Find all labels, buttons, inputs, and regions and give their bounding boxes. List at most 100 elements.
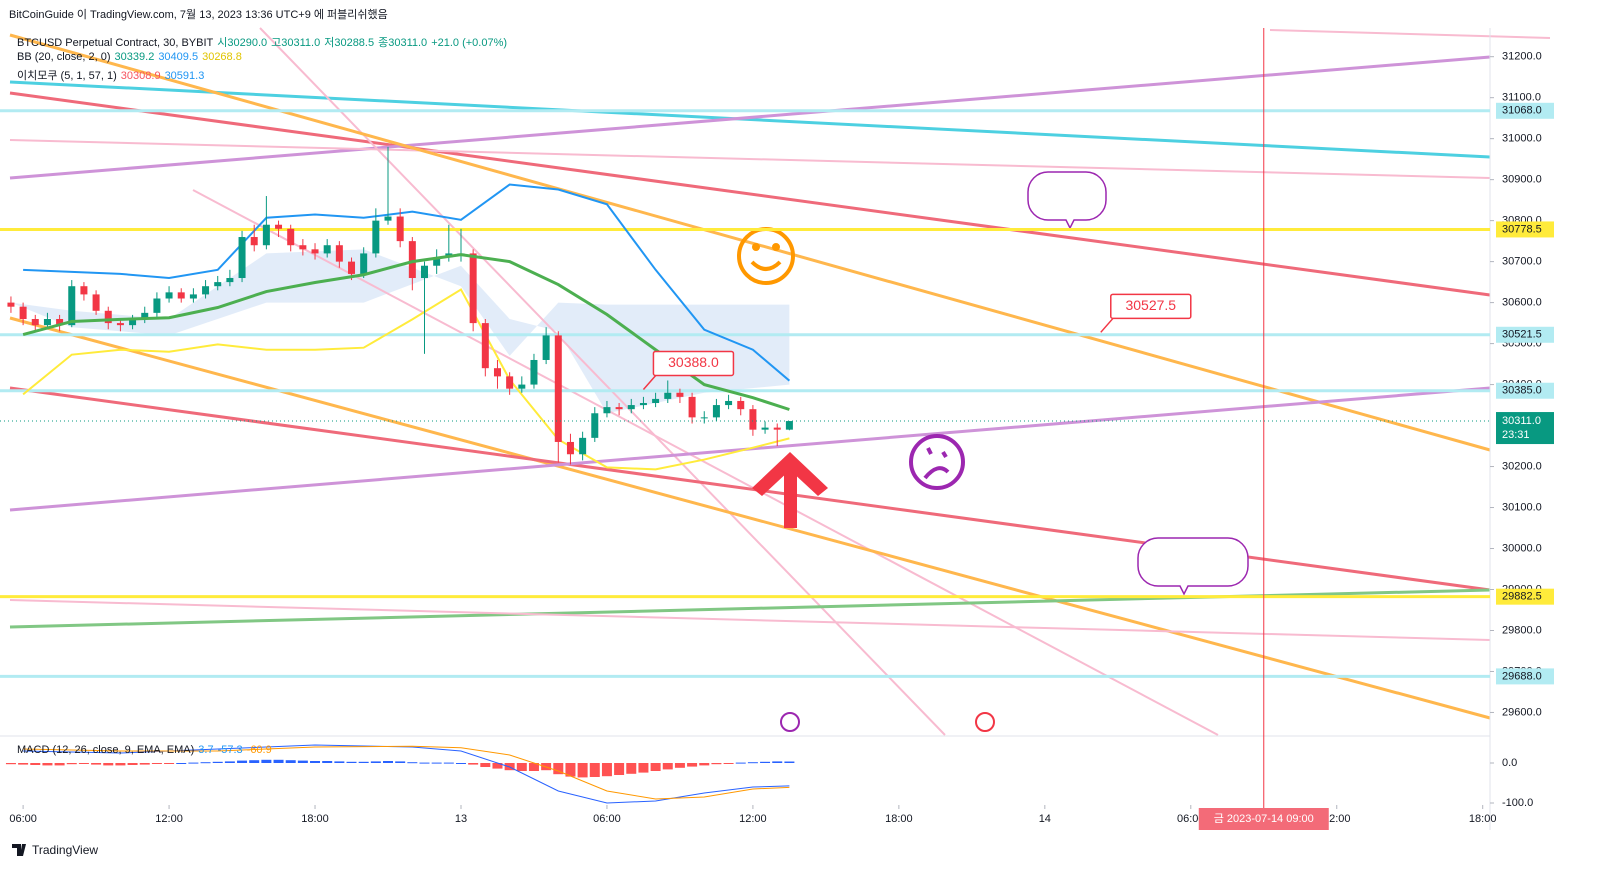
- macd-histogram-bar: [760, 761, 771, 763]
- candle-body: [238, 237, 246, 279]
- candle-body: [31, 318, 39, 326]
- trend-line: [9, 316, 1491, 720]
- macd-histogram-bar: [589, 763, 600, 777]
- candle-body: [80, 286, 88, 295]
- ohlc: 저30288.5: [324, 37, 375, 49]
- price-tag-label: 30521.5: [1502, 329, 1542, 341]
- candle-body: [56, 318, 64, 326]
- macd-histogram-bar: [553, 763, 564, 775]
- ohlc: 고30311.0: [271, 37, 321, 49]
- candle-body: [749, 409, 757, 430]
- macd-histogram-bar: [5, 763, 16, 765]
- candle-body: [615, 407, 623, 410]
- eye: [772, 243, 780, 251]
- callout-box: [1137, 537, 1249, 596]
- macd-histogram-bar: [687, 763, 698, 767]
- ichimoku-value: 30591.3: [164, 70, 205, 82]
- price-tag: [1496, 668, 1554, 685]
- candle-body: [542, 335, 550, 360]
- price-note-box: [1110, 293, 1192, 320]
- bb-value: 30339.2: [114, 51, 155, 63]
- trend-line: [9, 55, 1491, 180]
- x-tick-label: 06:00: [1177, 813, 1205, 825]
- x-tick-label: 06:00: [593, 813, 621, 825]
- x-tick-label: 12:00: [739, 813, 767, 825]
- price-tag: [1496, 326, 1554, 343]
- event-icon[interactable]: [780, 712, 800, 732]
- trend-line: [1269, 29, 1551, 39]
- macd-histogram-bar: [492, 763, 503, 769]
- x-tick-label: 13: [455, 813, 467, 825]
- candle-body: [785, 421, 793, 430]
- arrow-shaft: [784, 470, 797, 528]
- macd-signal: [23, 745, 790, 800]
- macd-histogram-bar: [735, 762, 746, 764]
- y-tick-label: 29800.0: [1502, 624, 1542, 636]
- macd-histogram-bar: [455, 763, 466, 764]
- candle-body: [68, 286, 76, 326]
- footer: TradingView: [32, 843, 99, 857]
- sad-face-circle: [909, 434, 965, 490]
- crosshair-label-bg: [1198, 808, 1329, 830]
- macd-histogram-bar: [297, 760, 308, 763]
- change: +21.0 (+0.07%): [431, 37, 508, 49]
- candle-body: [153, 298, 161, 313]
- candle-body: [408, 241, 416, 279]
- candle-body: [226, 278, 234, 283]
- candle-body: [761, 427, 769, 430]
- trend-line: [9, 80, 1491, 159]
- macd-histogram-bar: [747, 762, 758, 764]
- ohlc: 종30311.0: [378, 37, 428, 49]
- candle-body: [360, 253, 368, 274]
- macd-histogram-bar: [78, 763, 89, 764]
- macd-histogram-bar: [614, 763, 625, 775]
- candle-body: [299, 245, 307, 250]
- macd-histogram-bar: [383, 761, 394, 763]
- arrow-head: [752, 452, 828, 496]
- candle-body: [19, 306, 27, 319]
- y-tick-label: 30900.0: [1502, 174, 1542, 186]
- candle-body: [554, 335, 562, 442]
- candle-body: [335, 245, 343, 262]
- y-tick-label: 29600.0: [1502, 706, 1542, 718]
- macd-value: 3.7: [198, 744, 214, 756]
- macd-histogram-bar: [431, 762, 442, 764]
- candle-body: [700, 417, 708, 419]
- candle-body: [639, 403, 647, 406]
- macd-histogram-bar: [176, 763, 187, 764]
- price-tag: [1496, 382, 1554, 399]
- price-note-label: 30388.0: [668, 354, 719, 370]
- candle-body: [481, 323, 489, 369]
- macd-value: -60.9: [246, 744, 272, 756]
- trend-line: [192, 189, 1219, 736]
- macd-histogram-bar: [334, 761, 345, 763]
- candle-body: [311, 249, 319, 254]
- bb-name: BB (20, close, 2, 0): [17, 51, 111, 63]
- attribution: BitCoinGuide 이 TradingView.com, 7월 13, 2…: [9, 9, 388, 21]
- macd-histogram-bar: [54, 763, 65, 766]
- candle-body: [664, 392, 672, 399]
- macd-histogram-bar: [468, 763, 479, 765]
- macd-histogram-bar: [188, 762, 199, 764]
- candle-body: [116, 323, 124, 326]
- candle-body: [566, 441, 574, 455]
- candle-body: [202, 286, 210, 295]
- macd-histogram-bar: [699, 763, 710, 766]
- candle-body: [323, 245, 331, 254]
- x-tick-label: 18:00: [1469, 813, 1497, 825]
- callouts: [1027, 171, 1249, 596]
- price-tag-label: 30385.0: [1502, 385, 1542, 397]
- macd-histogram-bar: [358, 761, 369, 763]
- macd-histogram-bar: [443, 762, 454, 764]
- candle-body: [396, 216, 404, 242]
- macd-histogram-bar: [212, 761, 223, 763]
- y-tick-label: 30100.0: [1502, 501, 1542, 513]
- candle-body: [773, 427, 781, 430]
- price-tag: [1496, 588, 1554, 605]
- candle-body: [530, 359, 538, 385]
- price-tag-label: 30778.5: [1502, 223, 1542, 235]
- ichimoku-value: 30308.9: [120, 70, 161, 82]
- macd-histogram-bar: [577, 763, 588, 778]
- event-icon[interactable]: [975, 712, 995, 732]
